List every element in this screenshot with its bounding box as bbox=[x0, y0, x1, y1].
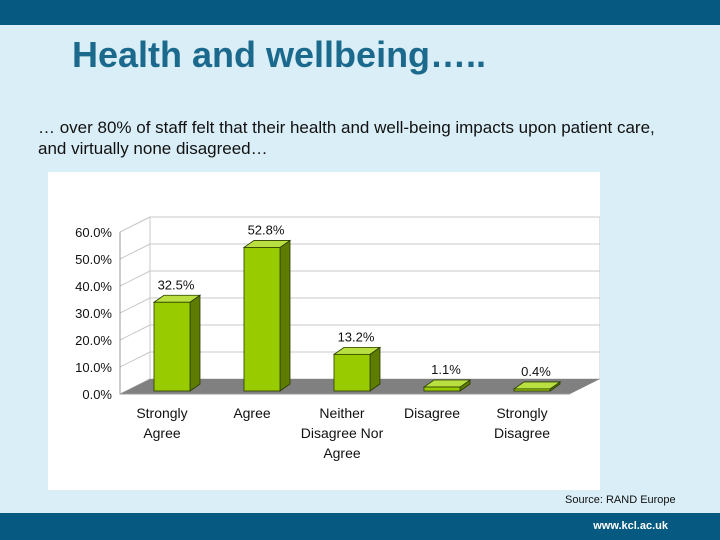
bar-side bbox=[369, 346, 381, 392]
y-tick-label: 40.0% bbox=[75, 279, 112, 294]
site-url: www.kcl.ac.uk bbox=[593, 520, 668, 532]
chart-panel: 0.0% 10.0% 20.0% 30.0% 40.0% 50.0% 60.0% 32.5% 5… bbox=[48, 172, 600, 490]
data-label: 0.4% bbox=[521, 364, 551, 379]
gridline-side bbox=[119, 270, 151, 287]
y-tick-label: 60.0% bbox=[75, 225, 112, 240]
bar-chart: 0.0% 10.0% 20.0% 30.0% 40.0% 50.0% 60.0% 32.5% 5… bbox=[75, 216, 600, 461]
top-brand-bar bbox=[0, 0, 720, 25]
bar bbox=[513, 388, 551, 392]
x-tick-label: Strongly Disagree bbox=[494, 405, 550, 441]
x-tick-label: Strongly Agree bbox=[136, 405, 187, 441]
data-label: 1.1% bbox=[431, 362, 461, 377]
slide-subtitle: … over 80% of staff felt that their heal… bbox=[38, 118, 655, 158]
bar bbox=[423, 386, 461, 392]
gridline-side bbox=[119, 351, 151, 368]
bar bbox=[243, 247, 281, 392]
data-label: 13.2% bbox=[338, 329, 375, 344]
y-tick-label: 30.0% bbox=[75, 306, 112, 321]
y-tick-label: 20.0% bbox=[75, 333, 112, 348]
data-label: 52.8% bbox=[248, 222, 285, 237]
y-tick-label: 0.0% bbox=[82, 387, 112, 402]
gridline-side bbox=[119, 297, 151, 314]
slide-title: Health and wellbeing….. bbox=[72, 34, 487, 75]
bar-side bbox=[189, 294, 201, 392]
bar-side bbox=[279, 239, 291, 392]
y-tick-label: 10.0% bbox=[75, 360, 112, 375]
bar bbox=[333, 353, 371, 392]
data-label: 32.5% bbox=[158, 277, 195, 292]
x-tick-label: Agree bbox=[233, 405, 271, 421]
gridline-side bbox=[119, 324, 151, 341]
source-note: Source: RAND Europe bbox=[565, 494, 676, 506]
x-tick-label: Disagree bbox=[404, 405, 460, 421]
x-tick-label: Neither Disagree Nor Agree bbox=[301, 405, 384, 461]
bottom-brand-bar: www.kcl.ac.uk bbox=[0, 513, 720, 540]
bar bbox=[153, 301, 191, 392]
gridline-side bbox=[119, 243, 151, 260]
gridline-side bbox=[119, 216, 151, 233]
y-tick-label: 50.0% bbox=[75, 252, 112, 267]
